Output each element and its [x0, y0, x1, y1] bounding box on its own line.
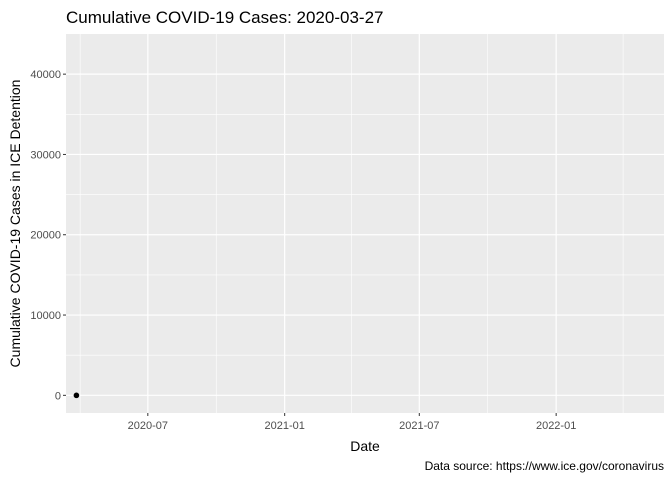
y-tick-label: 10000 — [30, 310, 61, 322]
x-tick-label: 2022-01 — [536, 420, 576, 432]
major-gridlines — [66, 34, 664, 413]
y-tick-label: 30000 — [30, 149, 61, 161]
x-tick-label: 2021-01 — [264, 420, 304, 432]
y-tick-label: 0 — [55, 390, 61, 402]
data-point — [73, 392, 80, 399]
caption: Data source: https://www.ice.gov/coronav… — [425, 459, 664, 473]
x-axis-title: Date — [350, 438, 380, 454]
x-tick-label: 2021-07 — [399, 420, 439, 432]
minor-gridlines — [66, 34, 664, 413]
data-points — [73, 392, 80, 399]
y-axis-ticks: 0 10000 20000 30000 40000 — [30, 69, 66, 402]
chart-title: Cumulative COVID-19 Cases: 2020-03-27 — [66, 8, 383, 27]
y-tick-label: 40000 — [30, 69, 61, 81]
x-tick-label: 2020-07 — [128, 420, 168, 432]
x-axis-ticks: 2020-07 2021-01 2021-07 2022-01 — [128, 413, 576, 432]
y-tick-label: 20000 — [30, 230, 61, 242]
plot-panel — [66, 34, 664, 413]
y-axis-title: Cumulative COVID-19 Cases in ICE Detenti… — [7, 80, 23, 368]
